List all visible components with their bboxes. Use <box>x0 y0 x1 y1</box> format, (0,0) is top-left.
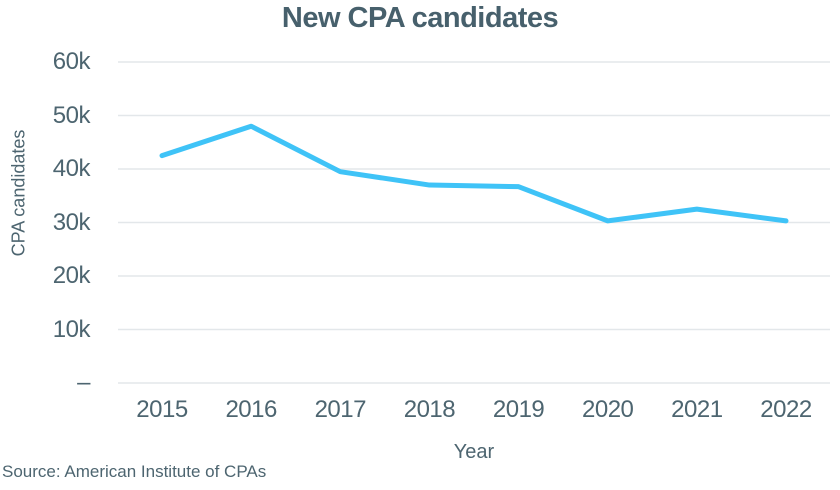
y-tick-label: – <box>77 369 90 396</box>
x-tick-label: 2022 <box>760 396 812 423</box>
source-note: Source: American Institute of CPAs <box>2 462 267 481</box>
x-tick-label: 2020 <box>582 396 634 423</box>
chart-title: New CPA candidates <box>281 2 559 34</box>
y-tick-label: 40k <box>52 155 91 182</box>
y-tick-label: 20k <box>52 262 91 289</box>
x-axis-title: Year <box>453 441 495 463</box>
x-tick-label: 2019 <box>492 396 545 423</box>
x-tick-label: 2018 <box>403 396 456 423</box>
x-tick-label: 2017 <box>314 396 367 423</box>
x-tick-label: 2016 <box>225 396 277 423</box>
y-tick-label: 60k <box>52 48 91 75</box>
x-tick-label: 2021 <box>671 396 723 423</box>
x-tick-label: 2015 <box>136 396 188 423</box>
y-tick-label: 30k <box>52 208 91 236</box>
cpa-candidates-series-line <box>159 123 789 224</box>
y-tick-label: 50k <box>52 101 91 129</box>
y-axis-tick-labels: – 10k 20k 30k 40k 50k 60k <box>0 0 91 490</box>
y-tick-label: 10k <box>52 315 91 343</box>
